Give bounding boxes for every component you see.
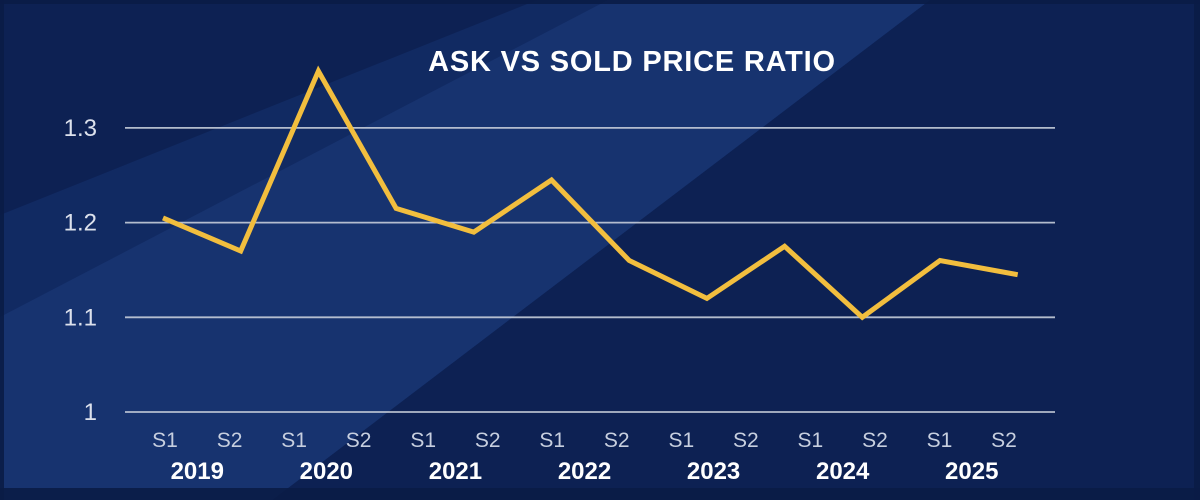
x-semester-label: S2 xyxy=(346,429,372,452)
x-semester-label: S2 xyxy=(991,429,1017,452)
y-axis-tick-labels: 1 1.1 1.2 1.3 xyxy=(64,115,97,426)
x-year-label: 2023 xyxy=(687,458,740,485)
x-semester-label: S1 xyxy=(410,429,436,452)
x-axis-year-labels: 2019 2020 2021 2022 2023 2024 2025 xyxy=(171,458,999,485)
x-semester-label: S2 xyxy=(604,429,630,452)
x-semester-label: S2 xyxy=(733,429,759,452)
x-semester-label: S1 xyxy=(152,429,178,452)
x-year-label: 2021 xyxy=(429,458,482,485)
background-edge-top xyxy=(0,0,1200,4)
y-tick-label-1.1: 1.1 xyxy=(64,304,97,331)
x-semester-label: S2 xyxy=(475,429,501,452)
gridlines xyxy=(125,127,1055,413)
x-year-label: 2019 xyxy=(171,458,224,485)
x-year-label: 2020 xyxy=(300,458,353,485)
x-axis-semester-labels: S1 S2 S1 S2 S1 S2 S1 S2 S1 S2 S1 S2 S1 S2 xyxy=(152,429,1017,452)
y-tick-label-1.3: 1.3 xyxy=(64,115,97,142)
x-semester-label: S2 xyxy=(217,429,243,452)
background-diagonal-band-light xyxy=(0,0,930,500)
x-semester-label: S1 xyxy=(281,429,307,452)
x-semester-label: S1 xyxy=(539,429,565,452)
x-semester-label: S1 xyxy=(798,429,824,452)
x-year-label: 2022 xyxy=(558,458,611,485)
y-tick-label-1.2: 1.2 xyxy=(64,210,97,237)
x-year-label: 2024 xyxy=(816,458,870,485)
background-edge-left xyxy=(0,0,4,500)
ratio-line-series xyxy=(162,65,1019,321)
x-semester-label: S2 xyxy=(862,429,888,452)
y-tick-label-1: 1 xyxy=(84,399,97,426)
background-edge-right xyxy=(1194,0,1200,500)
chart-title: ASK VS SOLD PRICE RATIO xyxy=(428,46,836,78)
x-semester-label: S1 xyxy=(668,429,694,452)
x-year-label: 2025 xyxy=(945,458,998,485)
x-semester-label: S1 xyxy=(927,429,953,452)
background-edge-bottom xyxy=(0,488,1200,500)
